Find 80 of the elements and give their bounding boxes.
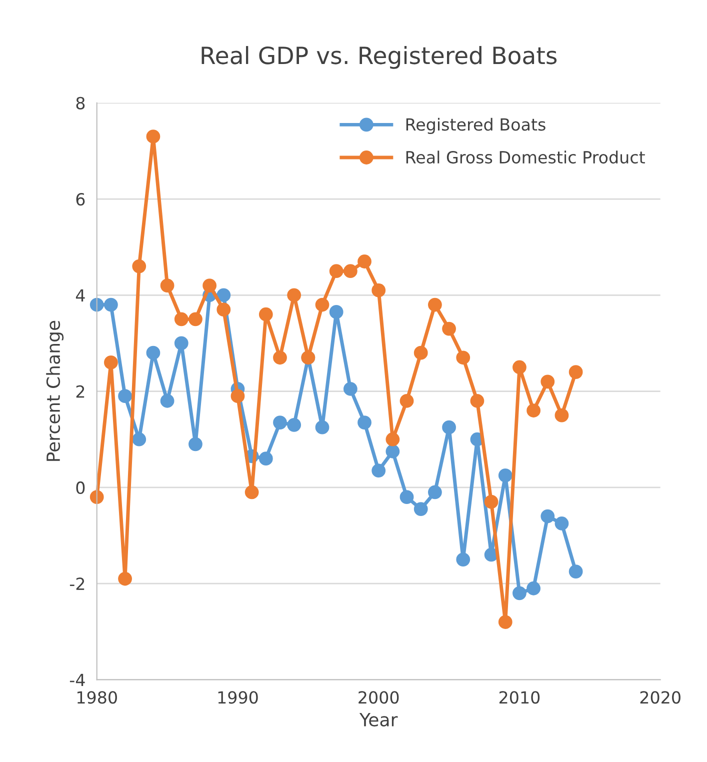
point	[258, 452, 273, 466]
point	[174, 336, 188, 350]
point	[526, 404, 540, 418]
point	[90, 490, 104, 504]
point	[188, 437, 202, 452]
point	[540, 509, 555, 524]
point	[414, 502, 428, 516]
point	[428, 485, 442, 500]
point	[104, 356, 118, 370]
point	[372, 283, 386, 298]
point	[358, 416, 372, 430]
point	[146, 130, 160, 144]
point	[484, 494, 498, 509]
point	[554, 516, 569, 530]
point	[343, 264, 358, 278]
point	[554, 408, 569, 422]
point	[160, 278, 174, 292]
point	[498, 468, 512, 482]
point	[540, 374, 555, 389]
point	[456, 552, 470, 566]
x-axis-title: Year	[359, 713, 398, 726]
point	[202, 278, 216, 292]
point	[498, 615, 512, 629]
x-tick-label: 2010	[499, 691, 540, 704]
point	[104, 298, 118, 312]
point	[188, 312, 202, 326]
point	[118, 572, 132, 586]
point	[428, 298, 442, 312]
point	[358, 254, 372, 268]
point	[386, 432, 400, 446]
point	[414, 346, 428, 360]
y-tick-label: 6	[76, 192, 85, 206]
y-tick-label: -4	[70, 674, 85, 686]
point	[470, 394, 484, 408]
point	[273, 350, 287, 365]
legend-label: Registered Boats	[406, 118, 546, 134]
point	[526, 581, 540, 596]
point	[244, 485, 259, 500]
point	[230, 389, 245, 404]
point	[512, 360, 526, 374]
point	[287, 288, 302, 302]
y-tick-label: 2	[76, 385, 84, 398]
legend-label: Real Gross Domestic Product	[406, 150, 645, 164]
point	[216, 288, 231, 302]
y-tick-label: 0	[76, 481, 85, 494]
x-tick-label: 1980	[77, 691, 117, 704]
point	[273, 416, 287, 430]
point	[315, 298, 330, 312]
point	[174, 312, 188, 326]
y-tick-label: 8	[76, 96, 85, 110]
point	[315, 420, 330, 434]
x-tick-label: 2000	[358, 691, 399, 704]
point	[372, 464, 386, 478]
point	[343, 382, 358, 396]
point	[132, 432, 146, 446]
point	[146, 346, 160, 360]
point	[329, 305, 344, 319]
x-tick-label: 2020	[640, 691, 680, 704]
point	[400, 394, 414, 408]
y-tick-label: -2	[70, 578, 84, 590]
chart-title: Real GDP vs. Registered Boats	[202, 46, 557, 69]
point	[258, 307, 273, 322]
point	[386, 444, 400, 458]
y-tick-label: 4	[76, 289, 85, 302]
point	[287, 418, 302, 432]
point	[568, 365, 583, 380]
point	[442, 322, 456, 336]
point	[442, 420, 456, 434]
point	[329, 264, 344, 278]
point	[132, 259, 146, 274]
point	[568, 564, 583, 578]
point	[512, 586, 526, 600]
point	[118, 389, 132, 404]
point	[90, 298, 104, 312]
point	[400, 490, 414, 504]
point	[216, 302, 231, 317]
point	[456, 350, 470, 365]
point	[160, 394, 174, 408]
x-tick-label: 1990	[218, 691, 258, 704]
y-axis-title: Percent Change	[46, 320, 64, 461]
